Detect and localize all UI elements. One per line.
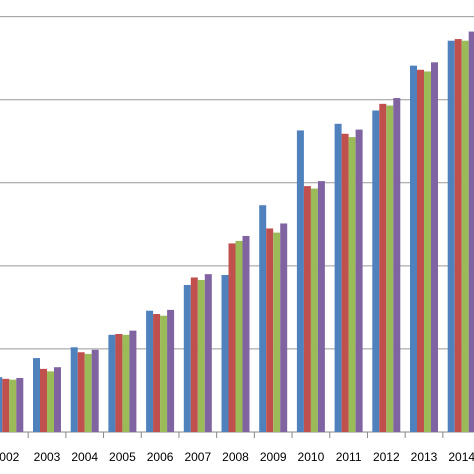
bar xyxy=(91,349,99,432)
bar xyxy=(115,333,123,432)
bar xyxy=(280,223,288,432)
bar xyxy=(303,186,311,432)
bar xyxy=(77,352,85,432)
bar xyxy=(386,105,394,432)
bar xyxy=(0,377,3,432)
bar xyxy=(348,137,356,433)
bar xyxy=(228,243,236,432)
bar xyxy=(273,232,281,432)
bar xyxy=(9,379,17,432)
bar xyxy=(447,40,455,432)
bar xyxy=(431,62,438,433)
x-tick-label: 2014 xyxy=(448,450,474,464)
bar xyxy=(379,103,387,432)
bar xyxy=(317,181,325,432)
x-tick-label: 002 xyxy=(0,450,20,464)
bar xyxy=(153,314,161,432)
bar xyxy=(204,274,212,432)
bar xyxy=(334,123,342,433)
bar xyxy=(167,309,175,432)
bar xyxy=(296,130,304,432)
bar xyxy=(16,378,24,432)
x-tick-label: 2013 xyxy=(411,450,438,464)
bar xyxy=(108,334,116,432)
bar xyxy=(410,65,417,432)
bar xyxy=(393,98,401,433)
x-tick-label: 2005 xyxy=(109,450,136,464)
bar xyxy=(259,205,267,432)
bar xyxy=(468,31,474,432)
x-tick-label: 2010 xyxy=(298,450,325,464)
bar xyxy=(146,310,154,432)
x-tick-label: 2008 xyxy=(222,450,249,464)
bar xyxy=(424,71,431,432)
bar xyxy=(70,347,78,432)
x-tick-label: 2006 xyxy=(147,450,174,464)
bar xyxy=(310,188,318,432)
x-tick-label: 2004 xyxy=(71,450,98,464)
bar xyxy=(454,39,462,433)
bar xyxy=(372,110,380,432)
bar xyxy=(190,277,198,432)
x-tick-label: 2009 xyxy=(260,450,287,464)
bar xyxy=(197,279,205,432)
bar xyxy=(341,133,349,432)
bar xyxy=(355,129,363,432)
bar xyxy=(221,274,229,432)
bar xyxy=(129,330,137,432)
bar xyxy=(47,371,54,432)
x-tick-label: 2011 xyxy=(336,450,362,464)
bar xyxy=(2,378,10,432)
bar xyxy=(40,368,47,432)
bar xyxy=(33,358,40,432)
bar xyxy=(417,69,424,433)
bar xyxy=(242,235,250,432)
bar xyxy=(235,240,243,432)
bar xyxy=(84,353,92,432)
x-tick-label: 2003 xyxy=(34,450,61,464)
bar xyxy=(266,228,274,432)
bar xyxy=(183,284,191,432)
x-tick-label: 2012 xyxy=(373,450,400,464)
bar xyxy=(160,315,168,432)
x-tick-label: 2007 xyxy=(184,450,211,464)
bar xyxy=(122,334,130,432)
bar xyxy=(461,40,469,432)
bar xyxy=(54,367,61,432)
